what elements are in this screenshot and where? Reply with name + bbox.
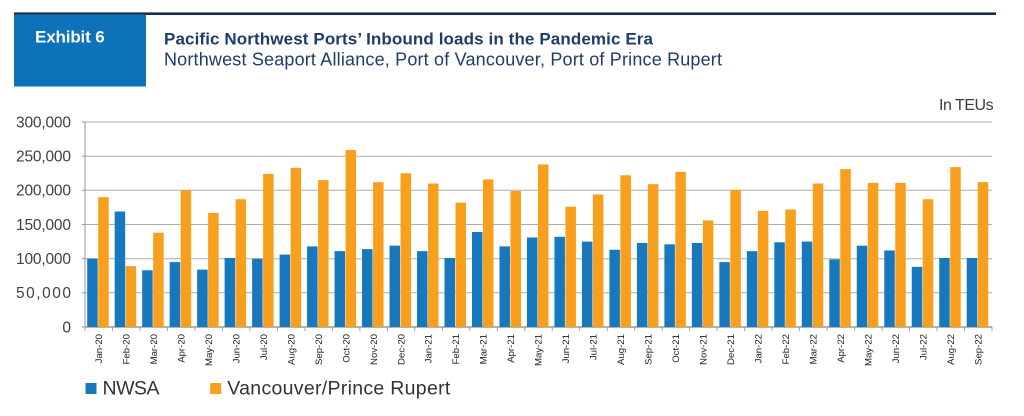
svg-text:Sep-21: Sep-21 bbox=[644, 334, 655, 365]
svg-text:Jul-21: Jul-21 bbox=[589, 334, 600, 360]
svg-text:250,000: 250,000 bbox=[16, 149, 71, 166]
svg-text:300,000: 300,000 bbox=[16, 114, 71, 131]
svg-text:Jun-21: Jun-21 bbox=[561, 334, 572, 363]
svg-text:Aug-22: Aug-22 bbox=[946, 334, 957, 365]
svg-text:Apr-21: Apr-21 bbox=[506, 334, 517, 363]
svg-text:Sep-20: Sep-20 bbox=[314, 334, 325, 365]
svg-text:Vancouver/Prince Rupert: Vancouver/Prince Rupert bbox=[227, 378, 451, 400]
svg-text:Apr-22: Apr-22 bbox=[836, 334, 847, 363]
svg-text:May-21: May-21 bbox=[534, 334, 545, 366]
svg-text:100,000: 100,000 bbox=[16, 251, 71, 268]
svg-text:Mar-21: Mar-21 bbox=[479, 334, 490, 364]
svg-text:Pacific Northwest Ports’ Inbou: Pacific Northwest Ports’ Inbound loads i… bbox=[164, 29, 654, 48]
svg-text:Jan-22: Jan-22 bbox=[754, 334, 765, 363]
svg-text:Feb-20: Feb-20 bbox=[121, 334, 132, 364]
svg-text:Nov-21: Nov-21 bbox=[699, 334, 710, 365]
svg-text:50,000: 50,000 bbox=[16, 285, 71, 302]
svg-text:Jun-20: Jun-20 bbox=[231, 334, 242, 363]
svg-text:Jul-20: Jul-20 bbox=[259, 334, 270, 360]
svg-text:0: 0 bbox=[62, 319, 71, 336]
svg-text:Jan-20: Jan-20 bbox=[94, 334, 105, 363]
svg-text:Feb-21: Feb-21 bbox=[451, 334, 462, 364]
svg-text:Jan-21: Jan-21 bbox=[424, 334, 435, 363]
svg-text:Jul-22: Jul-22 bbox=[918, 334, 929, 360]
svg-text:Mar-20: Mar-20 bbox=[149, 334, 160, 364]
svg-text:Oct-21: Oct-21 bbox=[671, 334, 682, 363]
svg-text:Northwest Seaport Alliance, Po: Northwest Seaport Alliance, Port of Vanc… bbox=[164, 49, 722, 69]
svg-text:Feb-22: Feb-22 bbox=[781, 334, 792, 364]
svg-text:150,000: 150,000 bbox=[16, 217, 71, 234]
svg-text:In TEUs: In TEUs bbox=[939, 97, 994, 114]
svg-text:Aug-21: Aug-21 bbox=[616, 334, 627, 365]
svg-text:Exhibit 6: Exhibit 6 bbox=[35, 27, 105, 46]
svg-text:Sep-22: Sep-22 bbox=[973, 334, 984, 365]
svg-text:Nov-20: Nov-20 bbox=[369, 334, 380, 365]
svg-text:200,000: 200,000 bbox=[16, 183, 71, 200]
svg-text:Mar-22: Mar-22 bbox=[809, 334, 820, 364]
svg-text:Apr-20: Apr-20 bbox=[176, 334, 187, 363]
svg-text:Aug-20: Aug-20 bbox=[286, 334, 297, 365]
svg-text:May-22: May-22 bbox=[864, 334, 875, 366]
svg-text:Dec-21: Dec-21 bbox=[726, 334, 737, 365]
svg-text:Jun-22: Jun-22 bbox=[891, 334, 902, 363]
svg-text:May-20: May-20 bbox=[204, 334, 215, 366]
svg-text:Oct-20: Oct-20 bbox=[341, 334, 352, 363]
svg-text:NWSA: NWSA bbox=[103, 378, 160, 400]
svg-text:Dec-20: Dec-20 bbox=[396, 334, 407, 365]
